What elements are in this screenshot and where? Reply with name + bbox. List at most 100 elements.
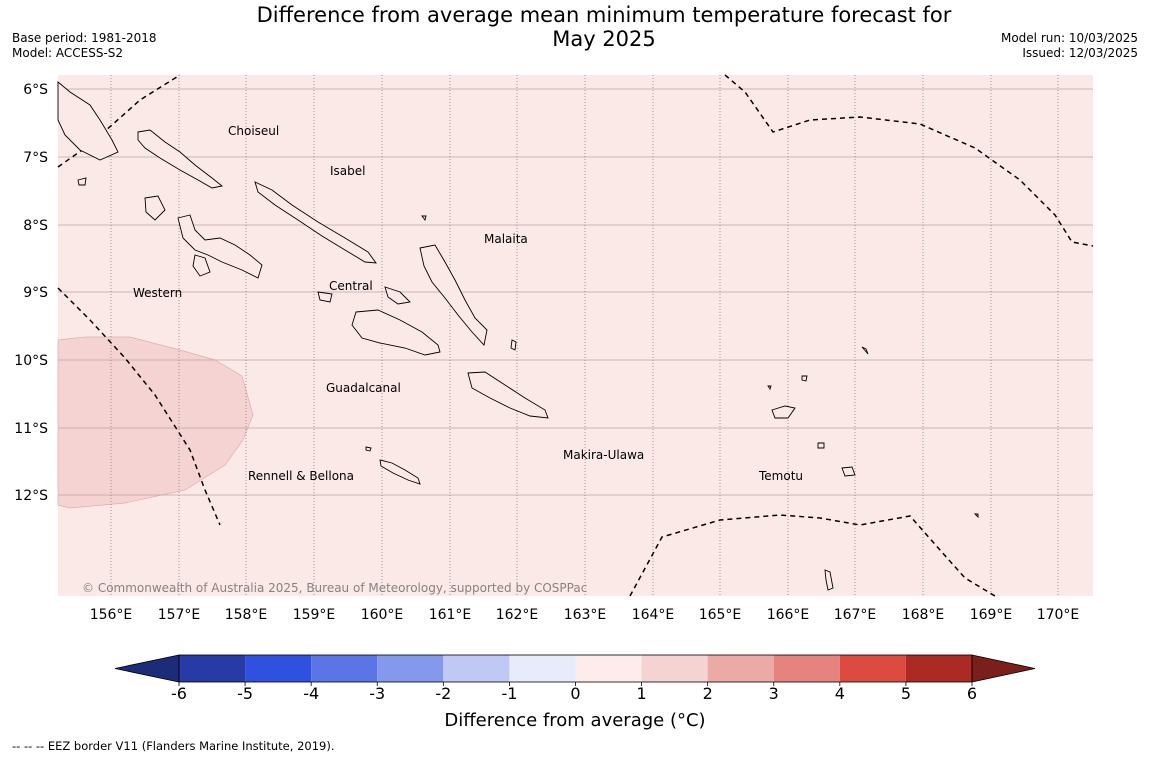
island-new-georgia [177, 214, 263, 279]
model-name: Model: ACCESS-S2 [12, 46, 124, 60]
colorbar-tick-label: -5 [237, 684, 253, 703]
lon-label: 162°E [496, 607, 539, 623]
lat-gridlines [58, 88, 1093, 496]
colorbar-segment [773, 655, 840, 682]
lat-label: 11°S [14, 421, 48, 437]
label-choiseul: Choiseul [228, 124, 279, 138]
copyright-text: © Commonwealth of Australia 2025, Bureau… [82, 581, 587, 595]
colorbar-tick-label: 4 [835, 684, 845, 703]
base-period: Base period: 1981-2018 [12, 31, 157, 45]
island-malaita [419, 244, 488, 346]
colorbar-segment [245, 655, 312, 682]
model-run: Model run: 10/03/2025 [1000, 31, 1138, 45]
label-central: Central [329, 279, 373, 293]
lon-label: 161°E [429, 607, 472, 623]
label-western: Western [133, 286, 182, 300]
island-ranongga [192, 254, 211, 277]
colorbar-tick-label: 0 [570, 684, 580, 703]
island-anuta [824, 569, 834, 591]
lon-label: 156°E [90, 607, 133, 623]
colorbar-tick-label: 5 [901, 684, 911, 703]
islands [57, 81, 979, 591]
island-small-2 [421, 215, 427, 222]
lon-label: 157°E [158, 607, 201, 623]
map-background [58, 75, 1093, 596]
lon-label: 165°E [699, 607, 742, 623]
lon-label: 164°E [632, 607, 675, 623]
lat-label: 8°S [23, 218, 48, 234]
eez-borders [57, 74, 1094, 597]
colorbar-segment [575, 655, 642, 682]
colorbar-segment [311, 655, 378, 682]
island-bougainville [57, 81, 119, 161]
colorbar-segment [641, 655, 708, 682]
colorbar-tick-label: -1 [501, 684, 517, 703]
colorbar-tick-label: 1 [636, 684, 646, 703]
colorbar-over-extension [971, 654, 1036, 683]
colorbar-segment [377, 655, 444, 682]
colorbar [114, 654, 1036, 683]
island-florida [317, 291, 333, 303]
island-utupua [817, 442, 825, 449]
lat-label: 6°S [23, 82, 48, 98]
label-makira: Makira-Ulawa [563, 448, 644, 462]
lon-label: 160°E [361, 607, 404, 623]
lon-label: 166°E [767, 607, 810, 623]
issued-date: Issued: 12/03/2025 [1022, 46, 1138, 60]
lon-labels: 156°E 157°E 158°E 159°E 160°E 161°E 162°… [90, 607, 1080, 623]
colorbar-tick-label: -4 [303, 684, 319, 703]
island-small-3 [767, 385, 772, 391]
colorbar-segment [509, 655, 576, 682]
lon-label: 158°E [225, 607, 268, 623]
lon-label: 169°E [970, 607, 1013, 623]
colorbar-segment [905, 655, 972, 682]
island-small-1 [77, 177, 87, 186]
island-ulawa [510, 339, 517, 351]
lon-label: 159°E [293, 607, 336, 623]
island-russell [384, 286, 411, 305]
island-guadalcanal [351, 309, 441, 356]
lon-label: 170°E [1037, 607, 1080, 623]
colorbar-ticks: -6 -5 -4 -3 -2 -1 0 1 2 3 4 5 6 [171, 682, 977, 703]
eez-footnote: -- -- -- EEZ border V11 (Flanders Marine… [12, 739, 335, 753]
colorbar-segment [443, 655, 510, 682]
island-bellona [365, 446, 372, 452]
island-tikopia [973, 513, 979, 519]
island-santa-cruz [771, 405, 796, 419]
lat-label: 9°S [23, 285, 48, 301]
title-line-1: Difference from average mean minimum tem… [256, 3, 952, 27]
label-temotu: Temotu [758, 469, 803, 483]
colorbar-tick-label: 3 [769, 684, 779, 703]
colorbar-segment [707, 655, 774, 682]
label-guadalcanal: Guadalcanal [326, 381, 401, 395]
colorbar-tick-label: -6 [171, 684, 187, 703]
chart-title: Difference from average mean minimum tem… [250, 3, 958, 51]
title-line-2: May 2025 [552, 27, 656, 51]
label-malaita: Malaita [484, 232, 528, 246]
colorbar-segment [839, 655, 906, 682]
region-labels: Choiseul Isabel Malaita Western Central … [133, 124, 803, 483]
island-duff [861, 346, 869, 355]
island-reef [801, 375, 808, 382]
label-rennell: Rennell & Bellona [248, 469, 354, 483]
meta-right: Model run: 10/03/2025 Issued: 12/03/2025 [1001, 31, 1138, 61]
island-rennell [379, 459, 421, 485]
lon-label: 163°E [564, 607, 607, 623]
anomaly-patch [57, 336, 254, 509]
island-choiseul [137, 129, 224, 189]
colorbar-label: Difference from average (°C) [444, 710, 706, 731]
colorbar-under-extension [114, 654, 180, 683]
colorbar-tick-label: -3 [369, 684, 385, 703]
lat-label: 10°S [14, 353, 48, 369]
lon-label: 167°E [834, 607, 877, 623]
colorbar-tick-label: 2 [703, 684, 713, 703]
meta-left: Base period: 1981-2018 Model: ACCESS-S2 [12, 31, 157, 61]
lat-label: 7°S [23, 150, 48, 166]
lat-label: 12°S [14, 488, 48, 504]
lat-labels: 6°S 7°S 8°S 9°S 10°S 11°S 12°S [14, 82, 48, 504]
colorbar-tick-label: 6 [967, 684, 977, 703]
label-isabel: Isabel [330, 164, 365, 178]
island-vanikoro [841, 466, 856, 477]
island-makira [467, 371, 549, 419]
